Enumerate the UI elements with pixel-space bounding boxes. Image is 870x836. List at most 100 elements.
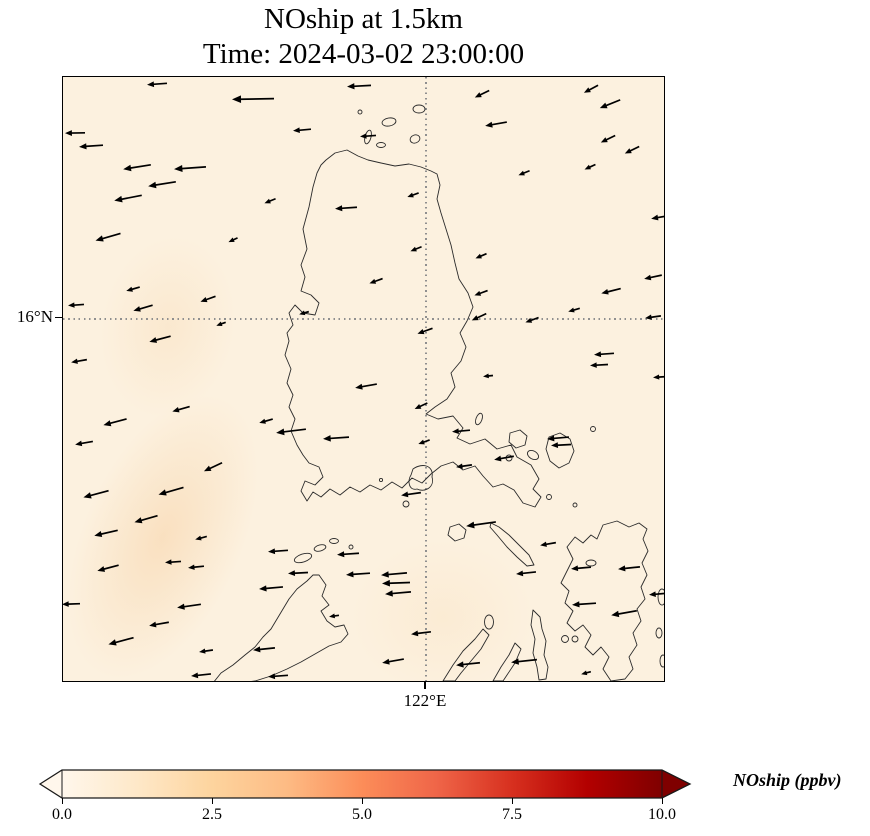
wind-arrow (253, 646, 276, 653)
wind-arrow (191, 672, 212, 679)
colorbar-tick-label: 5.0 (352, 806, 372, 823)
wind-arrow (63, 601, 81, 607)
island (376, 142, 386, 148)
wind-arrow (337, 551, 360, 558)
wind-arrow (382, 579, 411, 587)
colorbar-bar (38, 769, 692, 799)
colorbar-tick-mark (512, 798, 514, 804)
wind-arrow (511, 658, 538, 665)
wind-arrow (268, 548, 289, 555)
wind-arrow (216, 321, 226, 327)
wind-arrow (172, 405, 190, 413)
wind-arrow (165, 559, 182, 565)
wind-arrow (94, 529, 118, 538)
wind-arrow (133, 304, 153, 312)
wind-arrow (71, 358, 88, 364)
wind-arrow (203, 462, 223, 472)
island (409, 134, 421, 144)
wind-arrow (299, 310, 310, 316)
wind-arrow (276, 428, 306, 436)
island (447, 523, 467, 542)
island (546, 494, 552, 500)
wind-arrow (401, 491, 422, 498)
wind-arrow (123, 163, 151, 172)
wind-arrow (410, 245, 422, 252)
wind-arrow (649, 591, 664, 597)
wind-arrow (360, 133, 377, 139)
wind-arrow (79, 143, 104, 150)
colorbar-tick-mark (212, 798, 214, 804)
coastline-map (214, 104, 664, 681)
gridline-16n (63, 318, 664, 320)
colorbar-tick-mark (62, 798, 64, 804)
wind-arrow (474, 289, 488, 296)
colorbar-tick-label: 7.5 (502, 806, 522, 823)
colorbar-tick-mark (362, 798, 364, 804)
wind-arrow (516, 570, 537, 577)
wind-arrow (347, 83, 372, 90)
wind-arrow (525, 316, 539, 323)
island (657, 588, 664, 606)
wind-arrow (594, 351, 615, 358)
wind-arrow (645, 314, 662, 320)
wind-arrow (75, 440, 94, 447)
island (659, 654, 664, 668)
wind-arrow (268, 673, 289, 680)
wind-arrow (83, 489, 109, 499)
wind-arrow (114, 194, 142, 203)
wind-arrow (611, 609, 637, 618)
island (381, 117, 397, 127)
wind-arrow (456, 661, 481, 668)
island (545, 432, 575, 469)
colorbar-tick-label: 0.0 (52, 806, 72, 823)
island (293, 552, 313, 564)
colorbar-label: NOship (ppbv) (733, 770, 842, 790)
wind-arrow (293, 127, 312, 133)
wind-arrow (618, 565, 641, 572)
island (214, 574, 349, 681)
wind-arrow (452, 428, 471, 434)
island (489, 522, 535, 567)
island (508, 429, 528, 449)
wind-arrow (174, 165, 207, 173)
wind-arrow (474, 89, 490, 98)
wind-arrow (475, 252, 487, 259)
wind-arrow (68, 302, 85, 308)
wind-arrow (195, 535, 208, 541)
wind-arrow (572, 601, 597, 608)
wind-arrow (65, 130, 86, 136)
coastline-luzon (284, 149, 542, 508)
colorbar-tick-mark (662, 798, 664, 804)
colorbar-tick-label: 2.5 (202, 806, 222, 823)
wind-arrow (134, 514, 158, 524)
wind-arrow (199, 648, 214, 654)
island (484, 614, 494, 630)
wind-arrow (583, 84, 599, 93)
wind-arrow (329, 613, 340, 619)
wind-arrow (411, 630, 432, 637)
island (475, 412, 483, 426)
island (313, 544, 327, 552)
wind-arrow (653, 374, 664, 380)
lake-outline (378, 477, 384, 483)
island (348, 544, 354, 550)
wind-arrow (149, 335, 171, 343)
island (571, 635, 579, 643)
wind-quiver-layer (63, 81, 664, 680)
wind-arrow (407, 192, 419, 198)
wind-arrow (547, 435, 570, 442)
wind-arrow (414, 402, 428, 409)
wind-arrow (494, 455, 514, 462)
wind-arrow (600, 134, 616, 143)
wind-arrow (369, 277, 383, 284)
wind-arrow (103, 418, 127, 427)
wind-arrow (483, 373, 494, 379)
wind-arrow (288, 570, 309, 577)
wind-arrow (418, 439, 430, 445)
wind-arrow (355, 383, 377, 390)
wind-arrow (126, 286, 140, 292)
island (442, 628, 490, 681)
island (590, 426, 596, 432)
island (492, 642, 522, 681)
